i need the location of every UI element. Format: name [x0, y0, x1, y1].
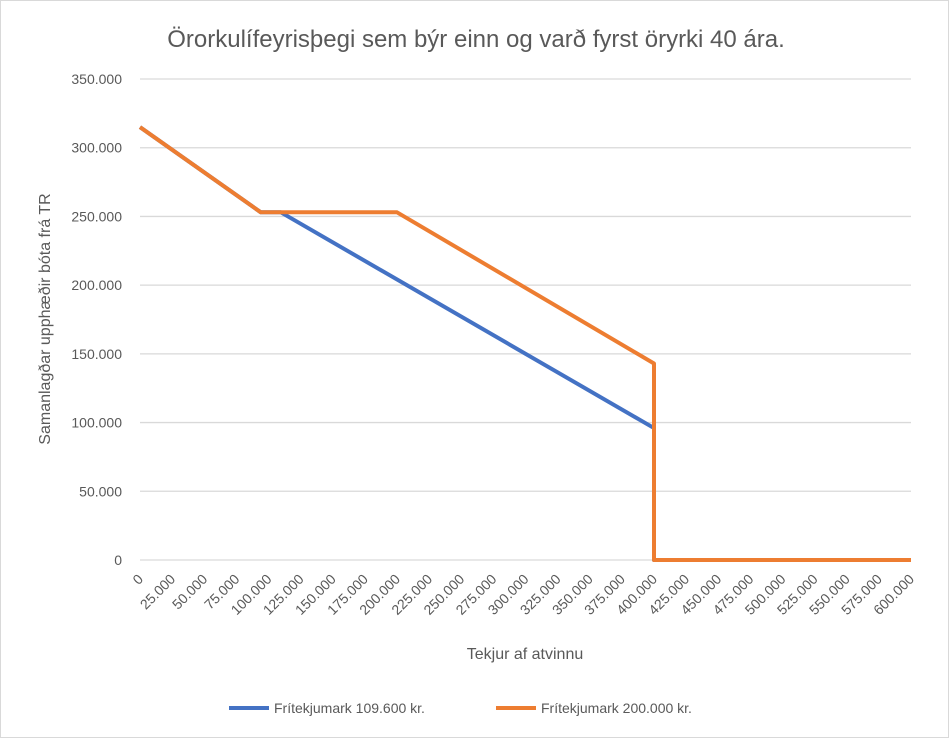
x-tick-label: 50.000 — [169, 571, 211, 613]
y-tick-label: 300.000 — [71, 140, 122, 156]
chart-title: Örorkulífeyrisþegi sem býr einn og varð … — [167, 26, 785, 53]
legend-label: Frítekjumark 109.600 kr. — [274, 700, 425, 716]
x-tick-label: 0 — [129, 571, 146, 588]
legend-label: Frítekjumark 200.000 kr. — [541, 700, 692, 716]
y-tick-label: 100.000 — [71, 415, 122, 431]
series-line-1 — [138, 125, 911, 562]
y-axis-label: Samanlagðar upphæðir bóta frá TR — [37, 193, 54, 444]
y-tick-label: 50.000 — [79, 483, 122, 499]
x-tick-label: 25.000 — [137, 571, 179, 613]
y-tick-label: 150.000 — [71, 346, 122, 362]
y-tick-label: 200.000 — [71, 277, 122, 293]
y-tick-label: 250.000 — [71, 208, 122, 224]
y-tick-label: 0 — [114, 552, 122, 568]
series-line-2 — [138, 125, 911, 562]
x-axis-label: Tekjur af atvinnu — [467, 646, 584, 663]
y-tick-label: 350.000 — [71, 71, 122, 87]
